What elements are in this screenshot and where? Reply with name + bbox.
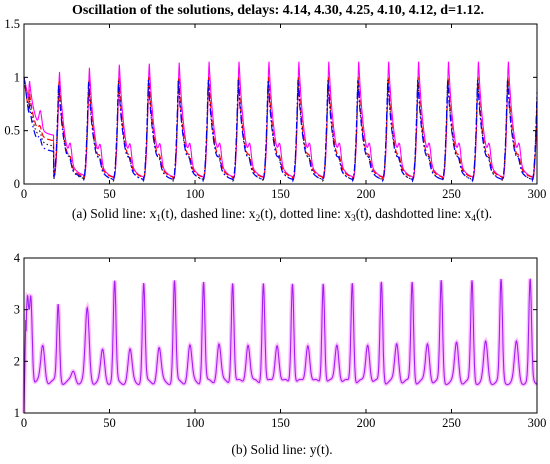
x-tick-label: 150 <box>271 416 290 430</box>
caption-a-sub2: 2 <box>256 214 261 224</box>
x-tick-label: 0 <box>21 416 27 430</box>
x-tick-label: 100 <box>186 416 205 430</box>
panel-a: 0 50 100 150 200 250 300 0 0.5 1 1.5 (a) Solid lin… <box>4 17 546 224</box>
panel-b-ticks: 0 50 100 150 200 250 300 1 2 3 4 <box>14 251 547 430</box>
series-x4-line <box>23 77 538 183</box>
caption-a-sub1: 1 <box>156 214 161 224</box>
caption-a-mid2: (t), dotted line: x <box>260 206 351 221</box>
panel-a-caption: (a) Solid line: x1(t), dashed line: x2(t… <box>72 206 492 224</box>
x-tick-label: 300 <box>528 416 547 430</box>
panel-b-caption: (b) Solid line: y(t). <box>231 442 332 457</box>
panel-b-axes-frame <box>23 257 538 414</box>
x-tick-label: 200 <box>357 187 376 201</box>
y-tick-label: 0 <box>14 177 20 191</box>
x-tick-label: 0 <box>21 187 27 201</box>
x-tick-label: 50 <box>103 416 116 430</box>
caption-a-prefix: (a) Solid line: x <box>72 206 157 221</box>
series-x3-line <box>23 77 538 183</box>
figure-title: Oscillation of the solutions, delays: 4.… <box>72 3 484 18</box>
y-tick-label: 1 <box>14 70 20 84</box>
series-y-halo <box>22 278 539 414</box>
y-tick-label: 1.5 <box>4 17 20 31</box>
x-tick-label: 200 <box>357 416 376 430</box>
x-tick-label: 100 <box>186 187 205 201</box>
caption-a-suffix: (t). <box>476 206 492 221</box>
caption-a-sub3: 3 <box>351 214 356 224</box>
x-tick-label: 50 <box>103 187 116 201</box>
x-tick-label: 150 <box>271 187 290 201</box>
y-tick-label: 1 <box>14 406 20 420</box>
y-tick-label: 4 <box>14 251 21 265</box>
x-tick-label: 250 <box>442 187 461 201</box>
x-tick-label: 300 <box>528 187 547 201</box>
panel-b-plot-area <box>22 278 539 414</box>
y-tick-label: 0.5 <box>4 124 20 138</box>
x-tick-label: 250 <box>442 416 461 430</box>
caption-a-mid3: (t), dashdotted line: x <box>356 206 472 221</box>
panel-a-ticks: 0 50 100 150 200 250 300 0 0.5 1 1.5 <box>4 17 546 201</box>
panel-b: 0 50 100 150 200 250 300 1 2 3 4 (b) Solid line: y… <box>14 251 547 457</box>
series-y-line <box>23 278 538 414</box>
y-tick-label: 3 <box>14 303 20 317</box>
caption-a-sub4: 4 <box>471 214 476 224</box>
y-tick-label: 2 <box>14 354 20 368</box>
caption-a-mid1: (t), dashed line: x <box>161 206 256 221</box>
panel-a-plot-area <box>23 61 538 183</box>
